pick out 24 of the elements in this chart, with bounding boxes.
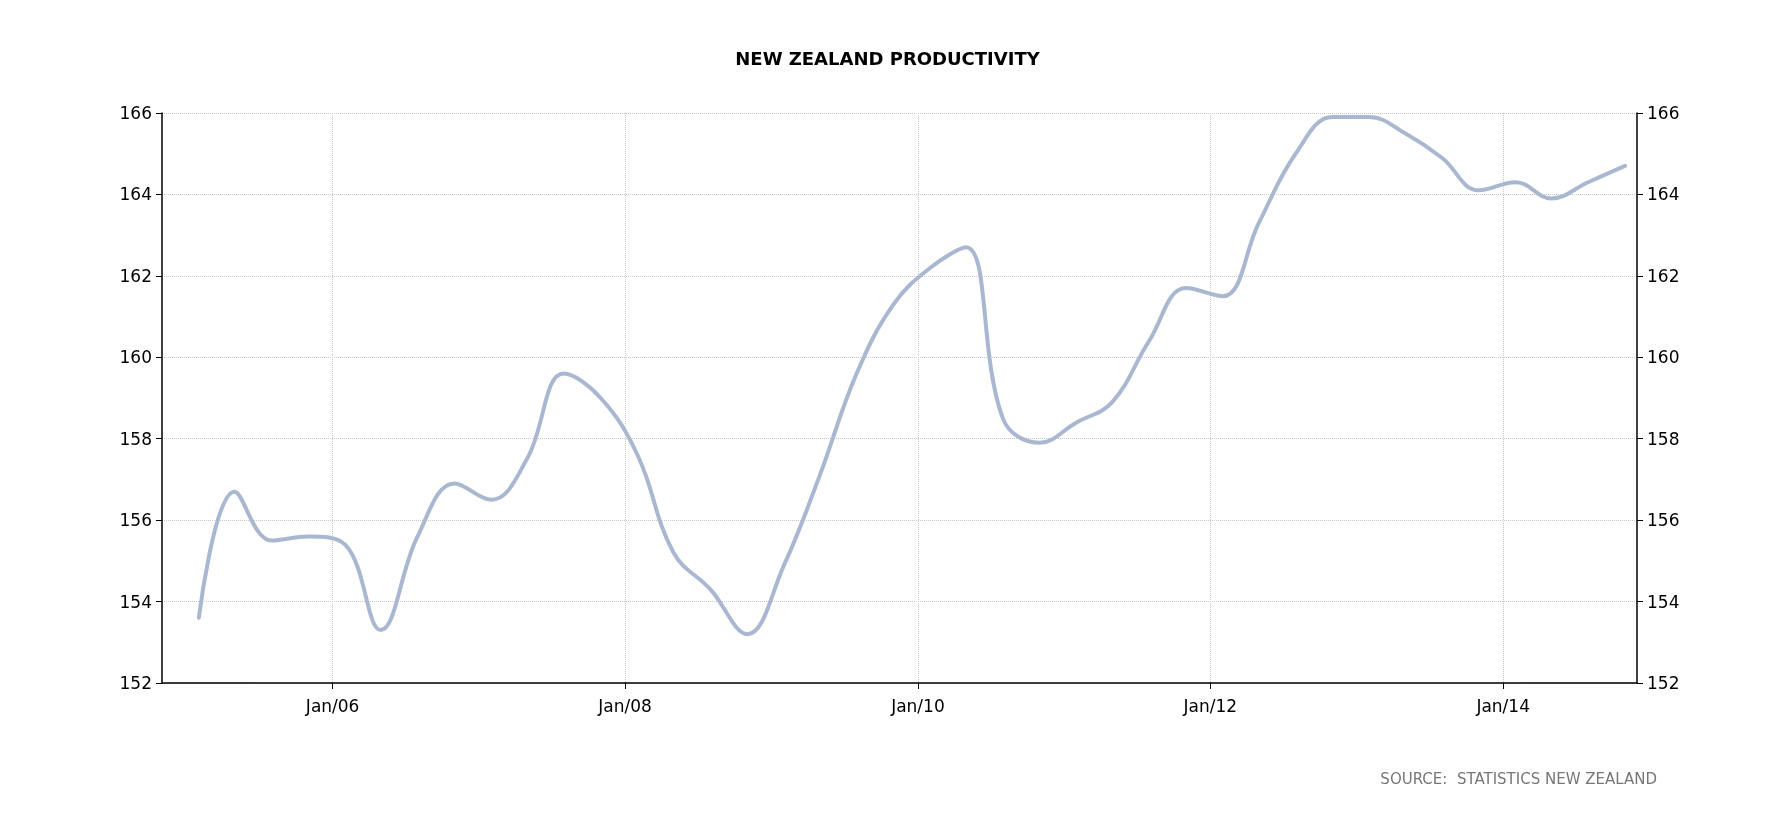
y-tick-label: 154 <box>119 591 152 612</box>
y2-tick-label: 154 <box>1647 591 1680 612</box>
x-tick-label: Jan/06 <box>304 695 360 716</box>
y-tick-label: 166 <box>119 103 152 123</box>
y-tick-label: 152 <box>119 673 152 693</box>
chart-title: NEW ZEALAND PRODUCTIVITY <box>735 47 1041 69</box>
line-series <box>196 115 1627 637</box>
y-tick-label: 160 <box>119 347 152 368</box>
x-tick-label: Jan/08 <box>597 695 652 716</box>
source-note: SOURCE: STATISTICS NEW ZEALAND <box>1380 769 1658 788</box>
y-tick-label: 162 <box>119 265 152 286</box>
y2-tick-label: 158 <box>1647 428 1680 449</box>
x-tick-label: Jan/14 <box>1475 695 1530 716</box>
y2-tick-label: 160 <box>1647 347 1680 368</box>
y2-tick-label: 152 <box>1647 673 1680 693</box>
x-tick-label: Jan/12 <box>1182 695 1238 716</box>
x-tick-label: Jan/10 <box>890 695 945 716</box>
y2-tick-label: 156 <box>1647 510 1680 531</box>
y-tick-label: 164 <box>119 184 152 205</box>
y2-tick-label: 164 <box>1647 184 1680 205</box>
y2-tick-label: 166 <box>1647 103 1680 123</box>
y-tick-label: 158 <box>119 428 152 449</box>
y2-tick-label: 162 <box>1647 265 1680 286</box>
y-tick-label: 156 <box>119 510 152 531</box>
